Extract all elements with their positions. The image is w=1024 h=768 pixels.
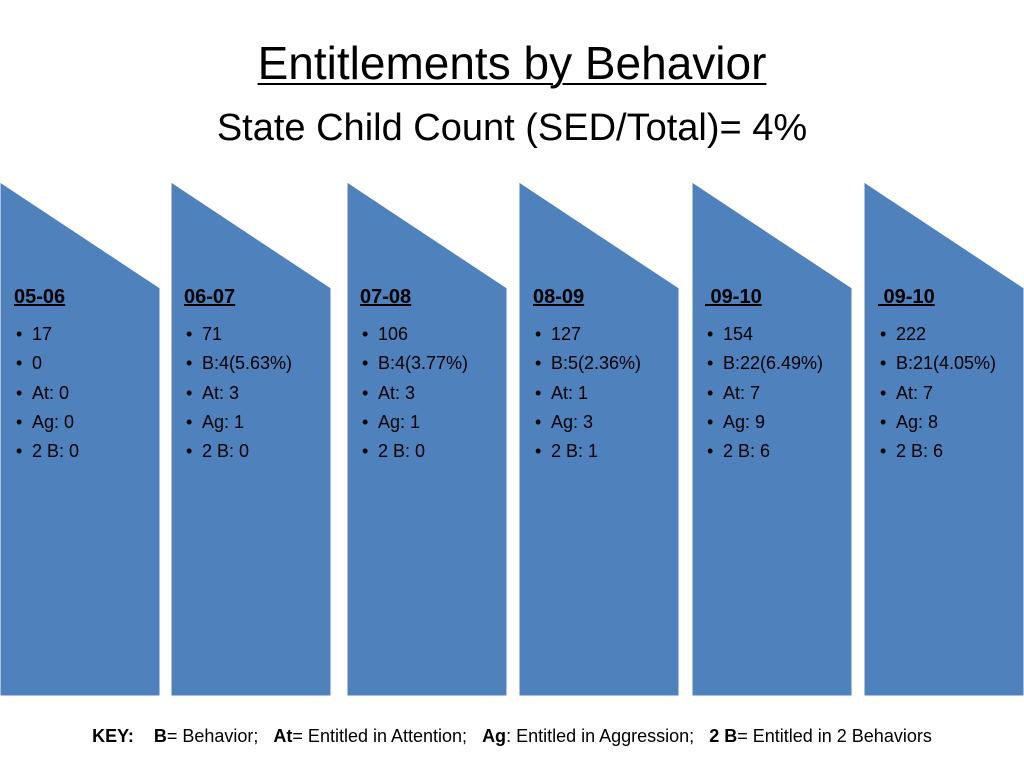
stage-label: 05-06 xyxy=(14,286,66,308)
stage-label: 09-10 xyxy=(878,286,935,308)
stage-list-item: 17 xyxy=(14,320,79,350)
stage-list-item: At: 0 xyxy=(14,379,79,409)
stage-4: 08-09 127B:5(2.36%)At: 1Ag: 32 B: 1 xyxy=(533,284,641,467)
stage-list-item: At: 1 xyxy=(533,379,641,409)
stage-list-item: 2 B: 0 xyxy=(360,437,468,467)
stage-list-item: Ag: 9 xyxy=(705,408,823,438)
stage-list: 106B:4(3.77%)At: 3Ag: 12 B: 0 xyxy=(360,320,468,467)
key-2b-term: 2 B xyxy=(709,726,738,746)
stage-list-item: 0 xyxy=(14,349,79,379)
stage-list: 71B:4(5.63%)At: 3Ag: 12 B: 0 xyxy=(184,320,292,467)
stage-label: 08-09 xyxy=(533,286,585,308)
stage-list-item: Ag: 3 xyxy=(533,408,641,438)
stage-list-item: Ag: 1 xyxy=(184,408,292,438)
key-b-def: = Behavior; xyxy=(166,726,259,746)
stage-list-item: At: 3 xyxy=(184,379,292,409)
stage-list-item: B:22(6.49%) xyxy=(705,349,823,379)
stage-list-item: 2 B: 0 xyxy=(14,437,79,467)
legend-key: KEY: B= Behavior; At= Entitled in Attent… xyxy=(0,722,1024,750)
key-at-def: = Entitled in Attention; xyxy=(292,726,468,746)
slide-subtitle: State Child Count (SED/Total)= 4% xyxy=(216,107,808,149)
chevron-shape xyxy=(0,181,161,697)
stage-label: 07-08 xyxy=(360,286,412,308)
stage-list-item: At: 7 xyxy=(705,379,823,409)
stage-list-item: 2 B: 6 xyxy=(878,437,996,467)
stage-2: 06-07 71B:4(5.63%)At: 3Ag: 12 B: 0 xyxy=(184,284,292,467)
stage-list-item: 106 xyxy=(360,320,468,350)
stage-6: 09-10 222B:21(4.05%)At: 7Ag: 82 B: 6 xyxy=(878,284,996,467)
stage-list: 127B:5(2.36%)At: 1Ag: 32 B: 1 xyxy=(533,320,641,467)
stage-3: 07-08 106B:4(3.77%)At: 3Ag: 12 B: 0 xyxy=(360,284,468,467)
stage-list: 222B:21(4.05%)At: 7Ag: 82 B: 6 xyxy=(878,320,996,467)
stage-1: 05-06 170At: 0Ag: 02 B: 0 xyxy=(14,284,79,467)
stage-5: 09-10 154B:22(6.49%)At: 7Ag: 92 B: 6 xyxy=(705,284,823,467)
stage-list-item: 2 B: 0 xyxy=(184,437,292,467)
stage-list: 170At: 0Ag: 02 B: 0 xyxy=(14,320,79,467)
stage-list-item: B:21(4.05%) xyxy=(878,349,996,379)
key-ag-term: Ag xyxy=(482,726,507,746)
stage-list-item: 71 xyxy=(184,320,292,350)
key-ag-def: : Entitled in Aggression; xyxy=(506,726,695,746)
slide-title-text: Entitlements by Behavior xyxy=(257,37,767,89)
stage-label: 09-10 xyxy=(705,286,762,308)
key-at-term: At xyxy=(273,726,293,746)
stage-list-item: Ag: 1 xyxy=(360,408,468,438)
stage-list: 154B:22(6.49%)At: 7Ag: 92 B: 6 xyxy=(705,320,823,467)
stage-list-item: 2 B: 6 xyxy=(705,437,823,467)
stage-list-item: 154 xyxy=(705,320,823,350)
stage-list-item: Ag: 8 xyxy=(878,408,996,438)
key-2b-def: = Entitled in 2 Behaviors xyxy=(737,726,932,746)
stage-list-item: B:4(5.63%) xyxy=(184,349,292,379)
stage-list-item: At: 3 xyxy=(360,379,468,409)
stage-list-item: B:4(3.77%) xyxy=(360,349,468,379)
slide-title: Entitlements by Behavior xyxy=(0,36,1024,90)
stage-list-item: 127 xyxy=(533,320,641,350)
stage-list-item: At: 7 xyxy=(878,379,996,409)
stage-list-item: 2 B: 1 xyxy=(533,437,641,467)
key-b-term: B xyxy=(153,726,167,746)
stage-list-item: 222 xyxy=(878,320,996,350)
stage-label: 06-07 xyxy=(184,286,236,308)
stage-list-item: Ag: 0 xyxy=(14,408,79,438)
key-prefix: KEY: xyxy=(92,726,134,746)
stage-list-item: B:5(2.36%) xyxy=(533,349,641,379)
